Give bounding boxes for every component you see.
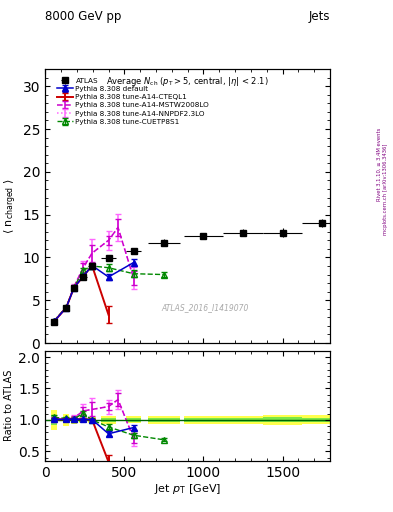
Text: ATLAS_2016_I1419070: ATLAS_2016_I1419070 bbox=[161, 303, 248, 312]
Y-axis label: $\langle$ n$_{\rm charged}$ $\rangle$: $\langle$ n$_{\rm charged}$ $\rangle$ bbox=[2, 178, 18, 234]
Text: mcplots.cern.ch [arXiv:1306.3436]: mcplots.cern.ch [arXiv:1306.3436] bbox=[383, 144, 387, 235]
Legend: ATLAS, Pythia 8.308 default, Pythia 8.308 tune-A14-CTEQL1, Pythia 8.308 tune-A14: ATLAS, Pythia 8.308 default, Pythia 8.30… bbox=[55, 75, 211, 127]
Text: Average $N_{\rm ch}$ ($p_{\rm T}{>}5$, central, $|\eta|$ < 2.1): Average $N_{\rm ch}$ ($p_{\rm T}{>}5$, c… bbox=[106, 75, 269, 88]
X-axis label: Jet $p_{\rm T}$ [GeV]: Jet $p_{\rm T}$ [GeV] bbox=[154, 482, 221, 497]
Text: Rivet 3.1.10, ≥ 3.4M events: Rivet 3.1.10, ≥ 3.4M events bbox=[377, 127, 382, 201]
Text: Jets: Jets bbox=[309, 10, 330, 23]
Text: 8000 GeV pp: 8000 GeV pp bbox=[45, 10, 121, 23]
Y-axis label: Ratio to ATLAS: Ratio to ATLAS bbox=[4, 370, 14, 441]
